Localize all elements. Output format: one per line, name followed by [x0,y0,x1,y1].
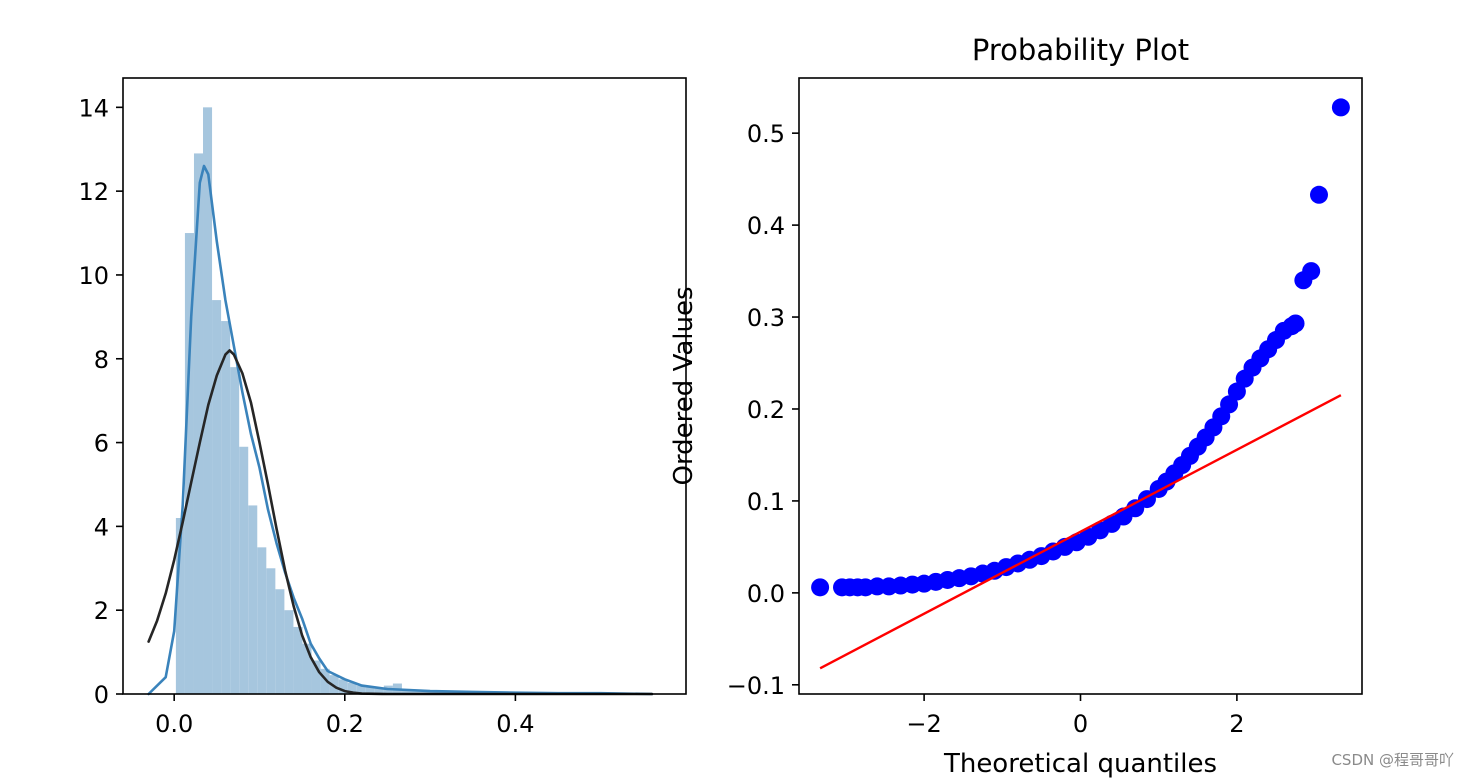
histogram-bar [257,547,267,694]
histogram-bar [193,153,204,694]
prob-y-tick-label: 0.5 [747,120,785,148]
hist-y-tick-label: 8 [94,346,109,374]
histogram-bar [248,505,258,694]
kde-curve [147,164,654,696]
histogram-bar [284,610,294,694]
histogram-bar [175,518,185,694]
y-axis-label: Ordered Values [669,286,699,485]
hist-y-tick-label: 4 [94,513,109,541]
histogram-bar [302,643,312,694]
plot-title: Probability Plot [972,33,1189,67]
prob-x-tick-label: 2 [1229,710,1244,738]
prob-x-tick-label: −2 [906,710,941,738]
histogram-bar [293,626,303,694]
hist-y-tick-label: 0 [94,681,109,709]
histogram-bar [356,685,366,694]
normal-fit-curve [147,349,654,696]
histogram-bar [365,686,375,694]
quantile-point [1286,314,1305,333]
probability-plot-panel: −2 0 2 −0.1 0.0 0.1 0.2 0.3 0.4 0.5 Probability Pl… [669,33,1363,778]
histogram-bar [266,568,276,694]
histogram-bar [212,300,222,694]
histogram-bar [329,675,339,694]
quantile-point [1220,395,1239,414]
prob-y-tick-label: 0.0 [747,580,785,608]
histogram-bar [338,679,348,694]
quantile-point [1331,98,1350,117]
histogram-bar [239,446,249,694]
hist-y-tick-label: 12 [78,178,109,206]
least-squares-fit-line [819,394,1342,670]
histogram-bar [410,690,421,694]
prob-y-tick-label: −0.1 [727,672,785,700]
histogram-bar [311,660,321,694]
hist-y-tick-label: 6 [94,430,109,458]
hist-y-tick-label: 10 [78,262,109,290]
x-axis-label: Theoretical quantiles [943,749,1217,778]
histogram-bar [320,668,330,694]
histogram-bar [275,589,285,694]
histogram-panel: 0.0 0.2 0.4 0 2 4 6 8 10 12 14 [78,77,687,738]
prob-y-tick-label: 0.3 [747,304,785,332]
histogram-bar [374,687,384,694]
quantile-point [1302,262,1321,281]
hist-axes-frame [122,77,687,695]
hist-x-tick-label: 0.2 [326,710,364,738]
quantile-point [811,578,830,597]
hist-y-tick-label: 2 [94,597,109,625]
hist-x-tick-label: 0.0 [155,710,193,738]
histogram-bar [184,233,194,695]
histogram-bar [203,107,213,695]
watermark: CSDN @程哥哥吖 [1331,751,1454,769]
histogram-bar [347,682,357,694]
prob-x-tick-label: 0 [1073,710,1088,738]
prob-y-tick-label: 0.1 [747,488,785,516]
prob-y-tick-label: 0.2 [747,396,785,424]
prob-axes-frame [798,77,1363,695]
prob-y-tick-label: 0.4 [747,212,785,240]
hist-x-tick-label: 0.4 [496,710,534,738]
quantile-point [1309,185,1328,204]
hist-y-tick-label: 14 [78,94,109,122]
histogram-bar [230,367,240,694]
histogram-bar [401,688,411,694]
quantile-point [1227,382,1246,401]
histogram-bar [221,321,231,694]
